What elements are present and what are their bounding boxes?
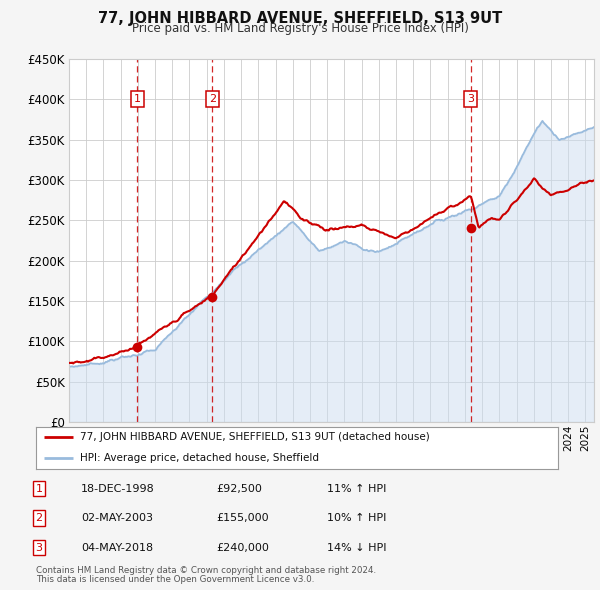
Text: Contains HM Land Registry data © Crown copyright and database right 2024.: Contains HM Land Registry data © Crown c… (36, 566, 376, 575)
Text: £240,000: £240,000 (216, 543, 269, 552)
Text: 3: 3 (35, 543, 43, 552)
Text: £155,000: £155,000 (216, 513, 269, 523)
Text: 1: 1 (134, 94, 140, 104)
Text: 11% ↑ HPI: 11% ↑ HPI (327, 484, 386, 493)
Text: 10% ↑ HPI: 10% ↑ HPI (327, 513, 386, 523)
Text: £92,500: £92,500 (216, 484, 262, 493)
Text: 14% ↓ HPI: 14% ↓ HPI (327, 543, 386, 552)
Text: 77, JOHN HIBBARD AVENUE, SHEFFIELD, S13 9UT (detached house): 77, JOHN HIBBARD AVENUE, SHEFFIELD, S13 … (80, 432, 430, 442)
Text: HPI: Average price, detached house, Sheffield: HPI: Average price, detached house, Shef… (80, 454, 319, 463)
Text: 2: 2 (35, 513, 43, 523)
Text: 04-MAY-2018: 04-MAY-2018 (81, 543, 153, 552)
Text: Price paid vs. HM Land Registry's House Price Index (HPI): Price paid vs. HM Land Registry's House … (131, 22, 469, 35)
Text: This data is licensed under the Open Government Licence v3.0.: This data is licensed under the Open Gov… (36, 575, 314, 584)
Text: 02-MAY-2003: 02-MAY-2003 (81, 513, 153, 523)
Text: 77, JOHN HIBBARD AVENUE, SHEFFIELD, S13 9UT: 77, JOHN HIBBARD AVENUE, SHEFFIELD, S13 … (98, 11, 502, 25)
Text: 18-DEC-1998: 18-DEC-1998 (81, 484, 155, 493)
Text: 3: 3 (467, 94, 474, 104)
Text: 2: 2 (209, 94, 216, 104)
Text: 1: 1 (35, 484, 43, 493)
